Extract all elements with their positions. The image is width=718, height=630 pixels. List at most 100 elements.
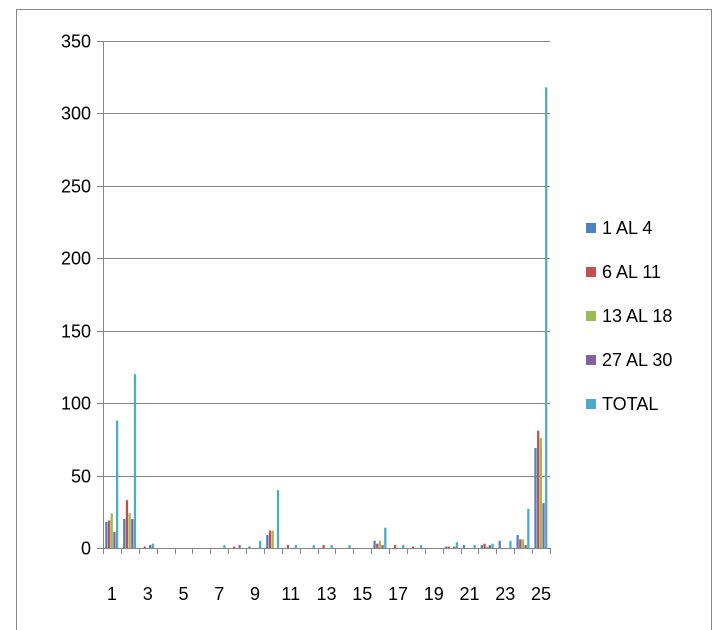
bar bbox=[113, 532, 116, 548]
bar bbox=[233, 546, 236, 548]
bar bbox=[534, 448, 537, 548]
bar bbox=[123, 519, 126, 548]
bar bbox=[527, 508, 530, 548]
x-tick-label: 25 bbox=[531, 584, 551, 604]
legend-swatch bbox=[586, 223, 596, 233]
bar bbox=[376, 543, 379, 548]
bar bbox=[545, 87, 548, 548]
bar bbox=[266, 534, 269, 548]
x-tick-label: 19 bbox=[424, 584, 444, 604]
x-tick-label: 15 bbox=[352, 584, 372, 604]
bar bbox=[411, 546, 415, 548]
x-tick-label: 9 bbox=[250, 584, 260, 604]
bar bbox=[394, 545, 397, 548]
x-tick-label: 13 bbox=[316, 584, 336, 604]
bar bbox=[276, 490, 280, 548]
bar bbox=[248, 546, 251, 548]
bar bbox=[455, 542, 458, 548]
bar bbox=[378, 540, 382, 548]
y-axis-tick-labels: 0 50 100 150 200 250 300 350 bbox=[61, 32, 91, 559]
bar bbox=[131, 519, 134, 548]
bar bbox=[223, 545, 226, 548]
bar bbox=[348, 545, 351, 548]
bar bbox=[259, 540, 262, 548]
bar bbox=[521, 539, 525, 548]
bar bbox=[125, 500, 129, 548]
x-tick-label: 3 bbox=[143, 584, 153, 604]
axes bbox=[97, 41, 551, 554]
bar bbox=[519, 539, 522, 548]
bar bbox=[539, 437, 542, 548]
legend-item: 27 AL 30 bbox=[586, 345, 706, 375]
legend-item: TOTAL bbox=[586, 389, 706, 419]
bar bbox=[105, 521, 108, 548]
x-tick-label: 1 bbox=[107, 584, 117, 604]
bar bbox=[271, 530, 274, 548]
bar bbox=[491, 543, 494, 548]
bar bbox=[480, 545, 483, 548]
bar bbox=[128, 513, 131, 548]
x-tick-label: 21 bbox=[460, 584, 480, 604]
bars bbox=[105, 87, 548, 548]
legend-swatch bbox=[586, 399, 596, 409]
legend-label: 13 AL 18 bbox=[602, 305, 673, 326]
legend-swatch bbox=[586, 355, 596, 365]
y-tick-label: 200 bbox=[61, 249, 91, 269]
bar bbox=[488, 545, 492, 548]
bar bbox=[110, 513, 113, 548]
bar bbox=[151, 543, 154, 548]
y-tick-label: 100 bbox=[61, 394, 91, 414]
x-axis-tick-labels: 1 3 5 7 9 11 13 15 17 19 21 23 25 bbox=[107, 584, 551, 604]
bar bbox=[542, 503, 545, 548]
bar bbox=[509, 540, 512, 548]
bar bbox=[381, 545, 384, 548]
bar bbox=[268, 530, 272, 548]
bar bbox=[498, 540, 501, 548]
bar bbox=[312, 545, 315, 548]
bar bbox=[294, 545, 298, 548]
bar bbox=[402, 545, 405, 548]
y-tick-label: 0 bbox=[81, 539, 91, 559]
y-tick-label: 250 bbox=[61, 177, 91, 197]
bar bbox=[537, 430, 540, 548]
x-tick-label: 5 bbox=[178, 584, 188, 604]
legend-swatch bbox=[586, 311, 596, 321]
bar bbox=[473, 545, 476, 548]
bar bbox=[447, 546, 450, 548]
bar bbox=[107, 520, 111, 548]
y-tick-label: 300 bbox=[61, 104, 91, 124]
legend-swatch bbox=[586, 267, 596, 277]
bar bbox=[330, 545, 333, 548]
chart-area bbox=[16, 9, 712, 630]
bar bbox=[322, 545, 325, 548]
bar bbox=[444, 546, 448, 548]
bar bbox=[483, 543, 486, 548]
legend-label: 6 AL 11 bbox=[602, 261, 662, 282]
bar bbox=[133, 374, 137, 548]
y-tick-label: 50 bbox=[71, 467, 91, 487]
bar bbox=[149, 545, 152, 548]
bar bbox=[524, 545, 527, 548]
bar bbox=[516, 534, 519, 548]
legend-label: 27 AL 30 bbox=[602, 349, 673, 370]
bar bbox=[419, 545, 423, 548]
bar bbox=[453, 546, 456, 548]
x-tick-label: 17 bbox=[388, 584, 408, 604]
x-tick-label: 23 bbox=[495, 584, 515, 604]
bar bbox=[462, 545, 466, 548]
bar bbox=[238, 545, 241, 548]
bar bbox=[143, 546, 146, 548]
legend-item: 13 AL 18 bbox=[586, 301, 706, 331]
bar bbox=[286, 545, 289, 548]
bar bbox=[486, 546, 489, 548]
legend-label: 1 AL 4 bbox=[602, 217, 653, 238]
x-tick-label: 7 bbox=[214, 584, 224, 604]
bar bbox=[373, 540, 376, 548]
y-tick-label: 150 bbox=[61, 322, 91, 342]
bar bbox=[115, 420, 119, 548]
bar bbox=[384, 527, 387, 548]
x-tick-label: 11 bbox=[281, 584, 300, 604]
legend: 1 AL 4 6 AL 11 13 AL 18 27 AL 30 TOTAL bbox=[586, 213, 706, 433]
legend-label: TOTAL bbox=[602, 393, 659, 414]
